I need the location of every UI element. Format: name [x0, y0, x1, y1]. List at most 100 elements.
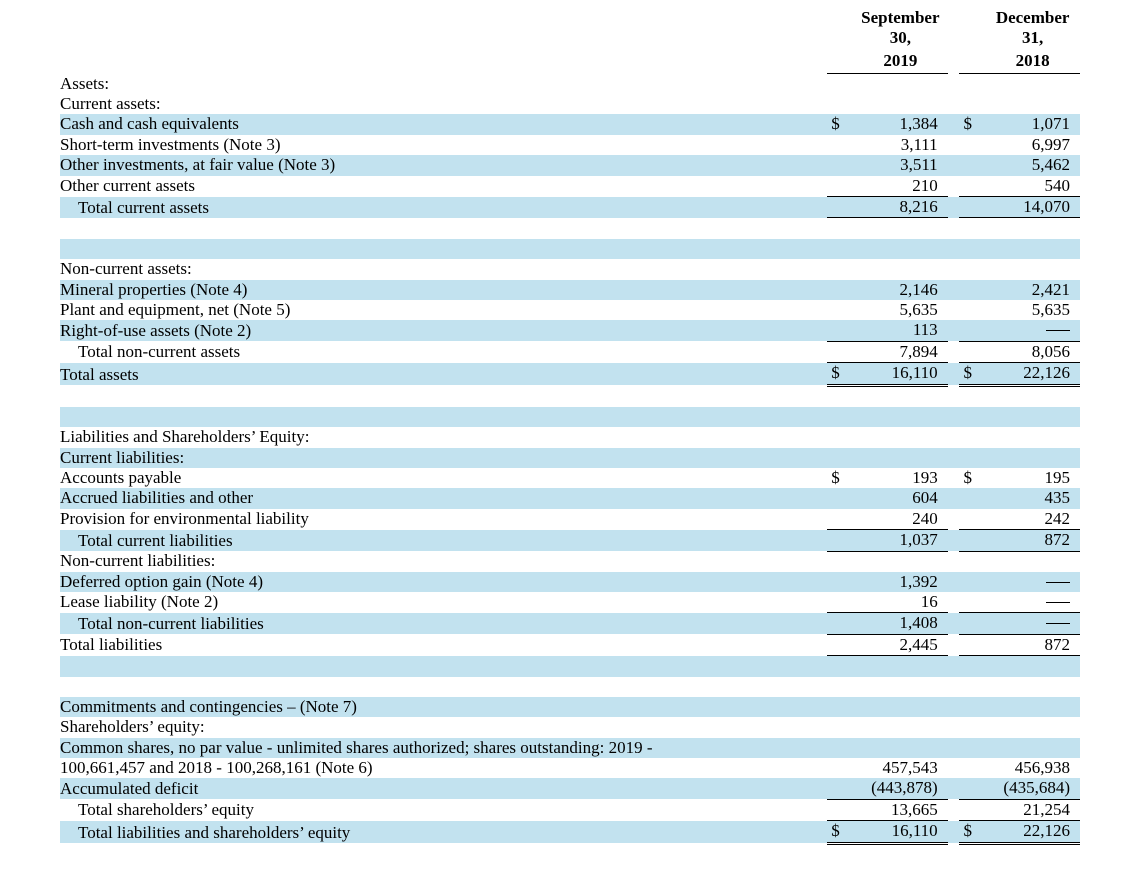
- row-label: Provision for environmental liability: [60, 509, 827, 530]
- cell-value: 1,392: [853, 572, 948, 592]
- table-row: Shareholders’ equity:: [60, 717, 1080, 737]
- currency-symbol: [827, 488, 853, 508]
- cell-value: [985, 572, 1080, 592]
- currency-symbol: $: [827, 468, 853, 488]
- cell-value: [853, 697, 948, 717]
- table-row: [60, 407, 1080, 427]
- currency-symbol: [827, 280, 853, 300]
- currency-symbol: [827, 697, 853, 717]
- currency-symbol: [827, 530, 853, 551]
- row-label: Accrued liabilities and other: [60, 488, 827, 508]
- table-row: Assets:: [60, 74, 1080, 94]
- table-row: Deferred option gain (Note 4)1,392: [60, 572, 1080, 592]
- table-body: Assets:Current assets:Cash and cash equi…: [60, 74, 1080, 843]
- currency-symbol: [959, 592, 985, 613]
- currency-symbol: [827, 94, 853, 114]
- currency-symbol: [959, 488, 985, 508]
- row-label: Total shareholders’ equity: [60, 799, 827, 820]
- currency-symbol: [959, 300, 985, 320]
- em-dash-icon: [1046, 582, 1070, 583]
- currency-symbol: [827, 320, 853, 341]
- cell-value: [985, 697, 1080, 717]
- currency-symbol: [959, 155, 985, 175]
- cell-value: [985, 320, 1080, 341]
- cell-value: [985, 94, 1080, 114]
- currency-symbol: [827, 135, 853, 155]
- currency-symbol: [827, 572, 853, 592]
- row-label: Total non-current assets: [60, 341, 827, 362]
- row-label: Total assets: [60, 363, 827, 385]
- table-row: Commitments and contingencies – (Note 7): [60, 697, 1080, 717]
- row-label: Current liabilities:: [60, 448, 827, 468]
- cell-value: 8,216: [853, 197, 948, 218]
- cell-value: [853, 427, 948, 447]
- currency-symbol: $: [959, 114, 985, 134]
- row-label: 100,661,457 and 2018 - 100,268,161 (Note…: [60, 758, 827, 778]
- cell-value: 22,126: [985, 821, 1080, 843]
- currency-symbol: [827, 778, 853, 799]
- currency-symbol: [959, 427, 985, 447]
- row-label: Total current assets: [60, 197, 827, 218]
- currency-symbol: $: [959, 821, 985, 843]
- table-row: 100,661,457 and 2018 - 100,268,161 (Note…: [60, 758, 1080, 778]
- table-row: Cash and cash equivalents$1,384$1,071: [60, 114, 1080, 134]
- row-label: Non-current assets:: [60, 259, 827, 279]
- cell-value: [853, 448, 948, 468]
- cell-value: [985, 74, 1080, 94]
- cell-value: (443,878): [853, 778, 948, 799]
- currency-symbol: [959, 799, 985, 820]
- row-label: Mineral properties (Note 4): [60, 280, 827, 300]
- cell-value: 21,254: [985, 799, 1080, 820]
- table-row: Mineral properties (Note 4)2,1462,421: [60, 280, 1080, 300]
- currency-symbol: [959, 74, 985, 94]
- currency-symbol: [827, 717, 853, 737]
- cell-value: [985, 738, 1080, 758]
- cell-value: 14,070: [985, 197, 1080, 218]
- cell-value: [985, 717, 1080, 737]
- currency-symbol: [959, 778, 985, 799]
- cell-value: 242: [985, 509, 1080, 530]
- table-row: Lease liability (Note 2)16: [60, 592, 1080, 613]
- currency-symbol: [827, 738, 853, 758]
- row-label: Other investments, at fair value (Note 3…: [60, 155, 827, 175]
- table-row: Common shares, no par value - unlimited …: [60, 738, 1080, 758]
- row-label: Accumulated deficit: [60, 778, 827, 799]
- cell-value: 3,111: [853, 135, 948, 155]
- row-label: Non-current liabilities:: [60, 551, 827, 571]
- cell-value: 8,056: [985, 341, 1080, 362]
- row-label: Commitments and contingencies – (Note 7): [60, 697, 827, 717]
- cell-value: 872: [985, 530, 1080, 551]
- table-row: Liabilities and Shareholders’ Equity:: [60, 427, 1080, 447]
- currency-symbol: [827, 155, 853, 175]
- cell-value: 5,635: [853, 300, 948, 320]
- cell-value: [853, 717, 948, 737]
- cell-value: 1,408: [853, 613, 948, 634]
- currency-symbol: [827, 799, 853, 820]
- currency-symbol: [827, 197, 853, 218]
- row-label: Short-term investments (Note 3): [60, 135, 827, 155]
- currency-symbol: [827, 176, 853, 197]
- table-row: Accounts payable$193$195: [60, 468, 1080, 488]
- cell-value: 16,110: [853, 821, 948, 843]
- table-row: Accumulated deficit(443,878)(435,684): [60, 778, 1080, 799]
- row-label: Common shares, no par value - unlimited …: [60, 738, 827, 758]
- balance-sheet-table: September 30, December 31, 2019 2018 Ass…: [60, 8, 1080, 845]
- cell-value: [985, 551, 1080, 571]
- em-dash-icon: [1046, 602, 1070, 603]
- currency-symbol: [959, 634, 985, 655]
- currency-symbol: [959, 509, 985, 530]
- currency-symbol: $: [959, 468, 985, 488]
- cell-value: 3,511: [853, 155, 948, 175]
- table-row: Total non-current assets7,8948,056: [60, 341, 1080, 362]
- col2-hdr-l2: 2018: [985, 51, 1080, 74]
- row-label: Other current assets: [60, 176, 827, 197]
- cell-value: 457,543: [853, 758, 948, 778]
- cell-value: 210: [853, 176, 948, 197]
- currency-symbol: $: [827, 114, 853, 134]
- currency-symbol: [959, 197, 985, 218]
- row-label: Shareholders’ equity:: [60, 717, 827, 737]
- table-row: Non-current assets:: [60, 259, 1080, 279]
- currency-symbol: [959, 280, 985, 300]
- cell-value: 195: [985, 468, 1080, 488]
- currency-symbol: [959, 94, 985, 114]
